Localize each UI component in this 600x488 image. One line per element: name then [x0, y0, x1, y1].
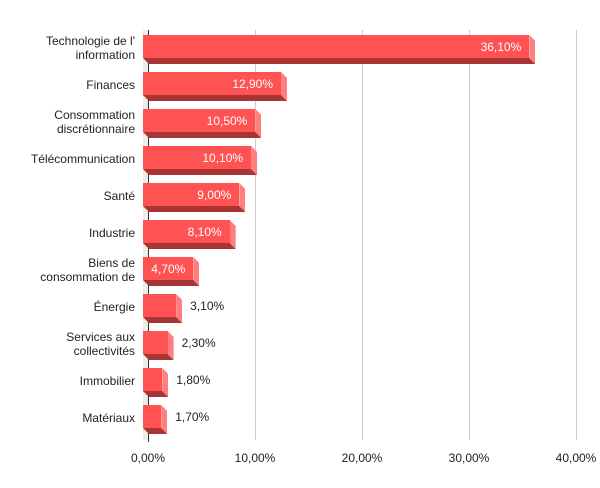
bar-side-face	[255, 109, 262, 138]
category-label-line: Services aux	[66, 329, 135, 344]
x-tick-label: 0,00%	[130, 451, 166, 465]
bar-front	[143, 35, 530, 58]
category-label: Biens de consommation de	[0, 256, 135, 284]
bar-front	[143, 257, 194, 280]
value-label: 2,30%	[181, 336, 216, 350]
bar-front	[143, 331, 168, 354]
bar-front	[143, 109, 256, 132]
category-label-line: Biens de	[88, 255, 135, 270]
value-label: 4,70%	[151, 262, 186, 276]
bar-front	[143, 294, 177, 317]
x-tick-label: 40,00%	[555, 451, 597, 465]
category-label-line: information	[75, 47, 135, 62]
value-label: 1,80%	[176, 373, 211, 387]
bar-front	[143, 220, 230, 243]
gridline	[255, 30, 256, 440]
bar-bottom-face	[143, 354, 174, 360]
bar-side-face	[529, 35, 536, 64]
bar-front	[143, 405, 162, 428]
bar-bottom-face	[143, 95, 288, 101]
bar-bottom-face	[143, 132, 262, 138]
category-label-line: Immobilier	[79, 373, 135, 388]
bar-bottom-face	[143, 428, 168, 434]
x-tick-label: 20,00%	[341, 451, 383, 465]
category-label-line: Matériaux	[82, 410, 135, 425]
x-tick-label: 10,00%	[234, 451, 276, 465]
category-label-line: Télécommunication	[30, 151, 135, 166]
category-label: Télécommunication	[0, 152, 135, 166]
bar-bottom-face	[143, 280, 200, 286]
bar-front	[143, 72, 282, 95]
bar-bottom-face	[143, 206, 246, 212]
bar-front	[143, 183, 240, 206]
bar-bottom-face	[143, 317, 183, 323]
gridline	[576, 30, 577, 440]
category-label-line: discrétionnaire	[56, 121, 135, 136]
category-label-line: collectivités	[73, 343, 135, 358]
category-label: Matériaux	[0, 411, 135, 425]
category-label-line: consommation de	[40, 269, 135, 284]
bar-side-face	[162, 368, 169, 397]
category-label: Services aux collectivités	[0, 330, 135, 358]
category-label: Consommation discrétionnaire	[0, 108, 135, 136]
x-tick-label: 30,00%	[448, 451, 490, 465]
value-label: 36,10%	[480, 40, 522, 54]
category-label-line: Technologie de l'	[45, 33, 135, 48]
category-label-line: Consommation	[54, 107, 135, 122]
value-label: 10,50%	[206, 114, 248, 128]
bar-bottom-face	[143, 58, 536, 64]
bar-bottom-face	[143, 169, 258, 175]
category-label: Technologie de l' information	[0, 34, 135, 62]
bar-side-face	[161, 405, 168, 434]
category-label-line: Industrie	[88, 225, 135, 240]
bar-side-face	[176, 294, 183, 323]
value-label: 10,10%	[202, 151, 244, 165]
bar-side-face	[251, 146, 258, 175]
value-label: 3,10%	[190, 299, 225, 313]
category-label-line: Énergie	[93, 299, 135, 314]
value-label: 8,10%	[187, 225, 222, 239]
bar-bottom-face	[143, 391, 169, 397]
gridline	[469, 30, 470, 440]
category-label: Industrie	[0, 226, 135, 240]
bar-side-face	[193, 257, 200, 286]
bar-bottom-face	[143, 243, 236, 249]
category-label: Immobilier	[0, 374, 135, 388]
bar-side-face	[229, 220, 236, 249]
bar-front	[143, 146, 252, 169]
value-label: 1,70%	[175, 410, 210, 424]
value-label: 9,00%	[197, 188, 232, 202]
category-label: Finances	[0, 78, 135, 92]
gridline	[362, 30, 363, 440]
category-label-line: Santé	[103, 188, 135, 203]
category-label-line: Finances	[86, 77, 135, 92]
category-label: Énergie	[0, 300, 135, 314]
value-label: 12,90%	[232, 77, 274, 91]
category-label: Santé	[0, 189, 135, 203]
bar-front	[143, 368, 163, 391]
bar-side-face	[239, 183, 246, 212]
bar-side-face	[167, 331, 174, 360]
bar-side-face	[281, 72, 288, 101]
